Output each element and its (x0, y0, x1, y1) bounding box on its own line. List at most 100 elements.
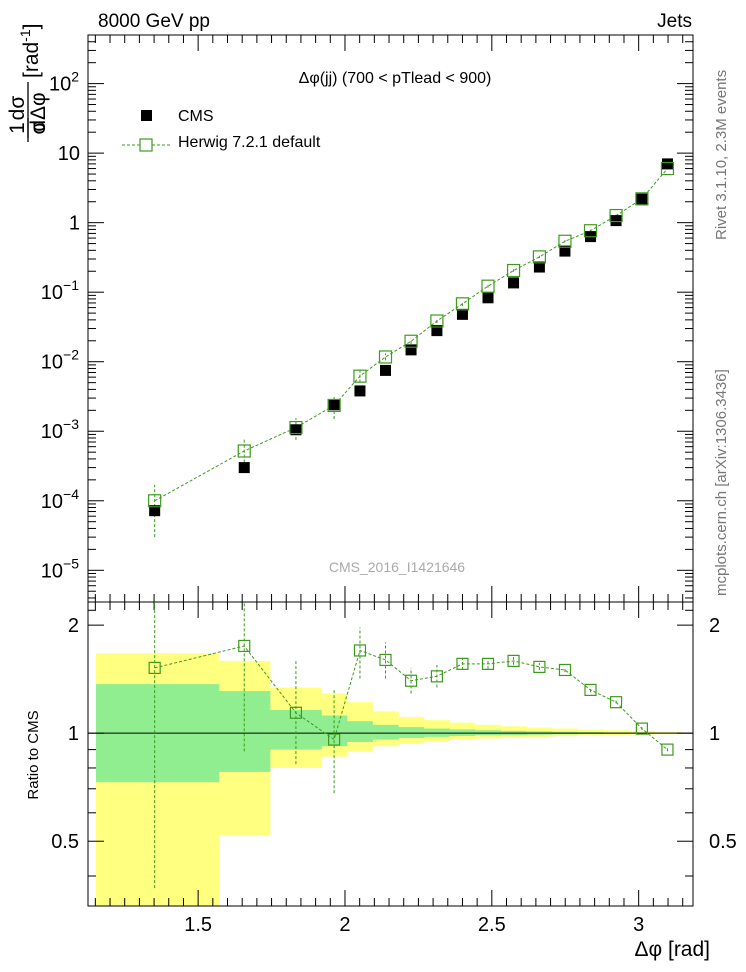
main-y-tick-base: 10 (41, 352, 63, 374)
main-y-tick-base: 10 (58, 143, 80, 165)
main-y-tick-label: 10 (58, 143, 80, 165)
main-y-tick-base: 10 (49, 74, 71, 96)
main-y-tick-exp: −4 (63, 486, 79, 502)
main-y-tick-label: 10−4 (41, 486, 79, 513)
cms-data-point (149, 505, 161, 517)
herwig-data-point (430, 314, 444, 328)
x-axis-label: Δφ [rad] (635, 938, 711, 961)
ratio-y-tick-label: 2 (68, 615, 79, 637)
mcplots-label: mcplots.cern.ch [arXiv:1306.3436] (713, 369, 730, 596)
legend-cms-marker (141, 110, 152, 121)
main-y-tick-label: 10−2 (41, 347, 79, 374)
main-y-tick-label: 102 (49, 69, 79, 96)
ratio-bands-layer (88, 653, 693, 906)
herwig-data-point (237, 444, 251, 458)
watermark: CMS_2016_I1421646 (329, 559, 465, 575)
ratio-herwig-point (635, 722, 648, 735)
herwig-data-point (532, 250, 547, 264)
ratio-green-band-bin (372, 724, 399, 740)
legend: CMS Herwig 7.2.1 default (122, 108, 321, 152)
cms-data-point (290, 424, 302, 436)
main-y-tick-label: 10−1 (41, 277, 79, 304)
cms-data-point (328, 399, 340, 411)
cms-data-point (610, 215, 622, 227)
herwig-data-point (353, 369, 367, 383)
ratio-herwig-point (584, 683, 597, 697)
ratio-axis-ticks: 0.5 0.5 1 1 2 2 1.5 2 2.5 3 (51, 602, 737, 936)
rivet-version-label: Rivet 3.1.10, 2.3M events (713, 70, 730, 240)
ratio-plot-panel: 0.5 0.5 1 1 2 2 1.5 2 2.5 3 Ratio to CMS Δφ [rad] (25, 601, 737, 961)
herwig-data-point (660, 161, 675, 176)
y-label-d-num: dσ (6, 96, 29, 121)
ratio-x-tick-label: 2.5 (478, 914, 506, 936)
ratio-y-tick-label-right: 2 (709, 615, 720, 637)
ratio-herwig-point (148, 661, 161, 675)
ratio-herwig-point (507, 654, 520, 667)
legend-herwig-marker (139, 138, 153, 152)
ratio-herwig-point (289, 706, 303, 719)
ratio-herwig-point (456, 657, 469, 670)
header-right-label: Jets (657, 11, 692, 32)
main-y-tick-exp: −1 (63, 277, 79, 293)
main-y-tick-label: 1 (69, 213, 80, 235)
ratio-herwig-point (404, 674, 418, 687)
ratio-herwig-point (238, 639, 251, 653)
ratio-y-axis-label: Ratio to CMS (25, 710, 42, 799)
main-y-tick-base: 10 (41, 421, 63, 443)
ratio-x-tick-label: 2 (339, 914, 350, 936)
ratio-herwig-point (379, 653, 392, 667)
main-y-tick-label: 10−5 (41, 555, 79, 582)
header-left-label: 8000 GeV pp (98, 11, 210, 32)
cms-data-point (533, 261, 545, 273)
herwig-data-point (481, 279, 495, 293)
main-y-tick-base: 10 (41, 282, 63, 304)
ratio-herwig-point (430, 670, 444, 683)
cms-data-point (431, 325, 443, 337)
ratio-green-band-bin (347, 721, 373, 743)
y-label-unit-text: [rad (20, 42, 43, 78)
y-label-unit-close: ] (20, 24, 43, 30)
ratio-herwig-point (533, 660, 546, 673)
legend-cms-label: CMS (178, 108, 214, 125)
y-label-frac-den: σ (27, 121, 50, 134)
main-y-tick-base: 1 (69, 213, 80, 235)
cms-data-point (405, 344, 417, 356)
herwig-data-point (558, 234, 572, 248)
cms-data-point (482, 292, 494, 304)
main-y-tick-base: 10 (41, 491, 63, 513)
ratio-herwig-point (353, 644, 367, 657)
cms-data-point (456, 308, 468, 320)
herwig-data-point (635, 192, 649, 206)
ratio-y-tick-label: 0.5 (51, 831, 79, 853)
cms-data-point (380, 364, 392, 376)
ratio-herwig-point (661, 743, 674, 756)
cms-data-point (238, 462, 250, 474)
cms-data-point (559, 245, 571, 257)
ratio-herwig-point (481, 657, 495, 670)
herwig-data-point (583, 224, 598, 238)
herwig-data-point (455, 297, 470, 311)
cms-data-point (636, 193, 648, 205)
ratio-x-tick-label: 3 (633, 914, 644, 936)
ratio-y-tick-label-right: 1 (709, 723, 720, 745)
ratio-plot-frame (87, 601, 694, 907)
main-series-layer (148, 158, 675, 538)
herwig-series-line (154, 168, 668, 502)
ratio-y-tick-label-right: 0.5 (709, 831, 737, 853)
main-y-tick-label: 10−3 (41, 416, 79, 443)
main-y-tick-base: 10 (41, 560, 63, 582)
cms-data-point (661, 158, 673, 170)
ratio-series-layer (148, 602, 674, 889)
herwig-data-point (404, 334, 418, 348)
herwig-data-point (289, 420, 303, 435)
ratio-x-tick-label: 1.5 (184, 914, 212, 936)
herwig-data-point (609, 208, 623, 223)
y-label-unit: [rad-1] (17, 24, 43, 78)
main-plot-title: Δφ(jj) (700 < pTlead < 900) (299, 70, 492, 87)
main-y-axis-label: 1 σ dσ dΔφ [rad-1] (6, 24, 50, 142)
ratio-green-band-bin (398, 727, 425, 738)
herwig-data-point (148, 494, 162, 508)
herwig-data-point (378, 350, 393, 364)
y-label-unit-exp: -1 (17, 29, 33, 42)
